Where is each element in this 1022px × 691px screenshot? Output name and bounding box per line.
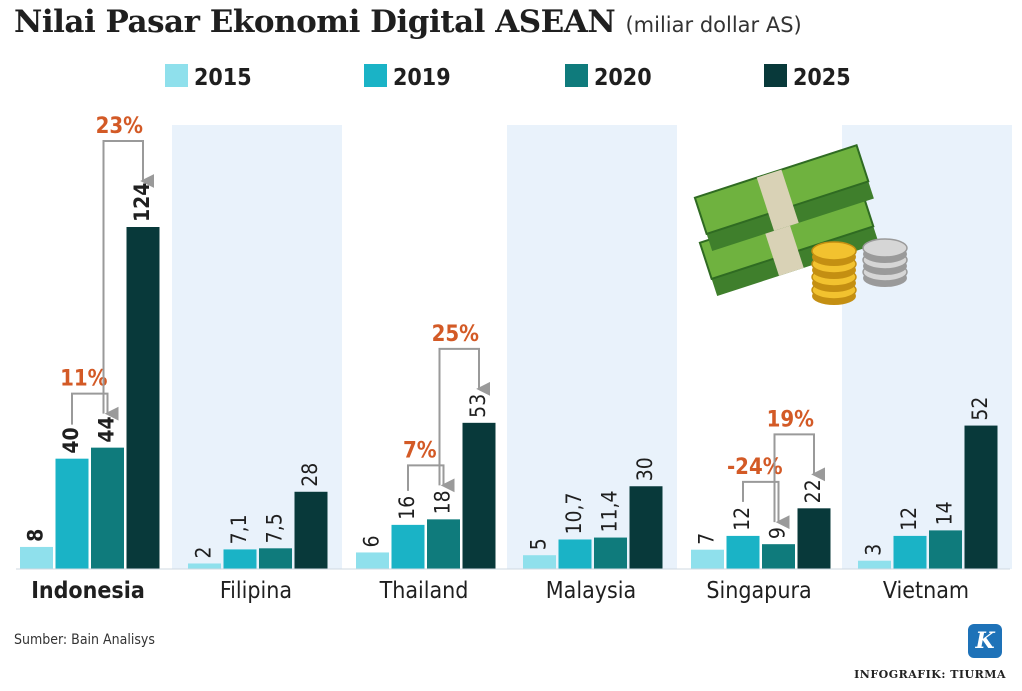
value-label-vietnam-2015: 3 [862, 544, 886, 556]
value-label-filipina-2015: 2 [192, 546, 216, 558]
value-label-thailand-2015: 6 [360, 535, 384, 547]
chart-title-text: Nilai Pasar Ekonomi Digital ASEAN [14, 4, 616, 40]
bar-singapura-2015 [691, 549, 724, 569]
chart: 2015 2019 2020 2025 8 40 44 124 Indonesia 2 7,1 7,5… [16, 64, 1012, 604]
value-label-vietnam-2025: 52 [968, 397, 992, 421]
value-label-malaysia-2020: 11,4 [598, 490, 622, 532]
growth-label-indonesia-2020-2025: 23% [96, 114, 144, 139]
value-label-malaysia-2019: 10,7 [562, 492, 586, 534]
value-label-thailand-2020: 18 [431, 490, 455, 514]
category-label-indonesia: Indonesia [31, 578, 145, 604]
growth-arrow-singapura-2020-2025 [773, 433, 826, 523]
source-note: Sumber: Bain Analisys [14, 632, 155, 648]
growth-label-thailand-2020-2025: 25% [432, 322, 480, 347]
bar-singapura-2025 [797, 508, 831, 569]
category-label-thailand: Thailand [379, 578, 469, 604]
silver-coin-3 [862, 238, 908, 258]
value-label-singapura-2019: 12 [730, 507, 754, 531]
infographic-credit: INFOGRAFIK: TIURMA [854, 668, 1006, 681]
chart-subtitle: (miliar dollar AS) [625, 13, 802, 37]
value-label-vietnam-2020: 14 [933, 501, 957, 525]
bar-malaysia-2019 [558, 539, 592, 569]
bar-indonesia-2019 [55, 458, 89, 569]
bar-malaysia-2015 [523, 555, 556, 569]
legend-swatch-2020 [565, 64, 588, 87]
growth-arrow-singapura-2019-2020 [742, 480, 790, 530]
value-label-indonesia-2015: 8 [24, 529, 48, 542]
bar-singapura-2019 [726, 535, 760, 569]
growth-label-indonesia-2019-2020: 11% [60, 367, 108, 392]
legend-label-2025: 2025 [793, 65, 851, 91]
value-label-singapura-2025: 22 [801, 479, 825, 503]
value-label-thailand-2019: 16 [395, 496, 419, 520]
value-label-indonesia-2020: 44 [95, 416, 119, 442]
legend-swatch-2025 [764, 64, 787, 87]
bar-malaysia-2020 [594, 537, 627, 569]
growth-label-singapura-2019-2020: -24% [727, 455, 783, 480]
cash-stack-top-band [756, 169, 799, 231]
gold-coin-4 [811, 241, 857, 261]
growth-arrow-thailand-2019-2020 [407, 464, 455, 493]
value-label-vietnam-2019: 12 [897, 507, 921, 531]
cash-stack-top [693, 143, 874, 251]
bar-indonesia-2025 [126, 227, 160, 569]
value-label-filipina-2020: 7,5 [263, 513, 287, 543]
bar-vietnam-2019 [893, 535, 927, 569]
chart-title: Nilai Pasar Ekonomi Digital ASEAN (milia… [14, 4, 802, 40]
growth-arrow-indonesia-2020-2025 [102, 140, 155, 414]
category-label-malaysia: Malaysia [546, 578, 636, 604]
value-label-indonesia-2019: 40 [59, 427, 83, 453]
bar-indonesia-2020 [91, 447, 124, 569]
value-label-singapura-2020: 9 [766, 527, 790, 539]
value-label-malaysia-2025: 30 [633, 457, 657, 481]
growth-arrow-indonesia-2019-2020 [71, 392, 119, 425]
legend-label-2015: 2015 [194, 65, 252, 91]
legend-swatch-2019 [364, 64, 387, 87]
money-illustration [693, 143, 908, 305]
growth-label-thailand-2019-2020: 7% [403, 438, 437, 463]
bar-malaysia-2025 [629, 486, 663, 569]
bar-filipina-2015 [188, 563, 221, 569]
bar-vietnam-2020 [929, 530, 962, 569]
bar-vietnam-2015 [858, 560, 891, 569]
value-label-malaysia-2015: 5 [527, 538, 551, 550]
bar-thailand-2015 [356, 552, 389, 569]
category-label-filipina: Filipina [220, 578, 292, 604]
bar-vietnam-2025 [964, 425, 998, 569]
bar-filipina-2019 [223, 549, 257, 569]
value-label-thailand-2025: 53 [466, 394, 490, 418]
bar-filipina-2025 [294, 491, 328, 569]
value-label-filipina-2019: 7,1 [227, 514, 251, 544]
legend-label-2019: 2019 [393, 65, 451, 91]
bar-indonesia-2015 [20, 546, 53, 569]
growth-arrow-thailand-2020-2025 [438, 347, 491, 486]
legend-label-2020: 2020 [594, 65, 652, 91]
value-label-filipina-2025: 28 [298, 463, 322, 487]
bar-thailand-2020 [427, 519, 460, 569]
value-label-indonesia-2025: 124 [130, 183, 154, 222]
growth-label-singapura-2020-2025: 19% [767, 407, 815, 432]
bar-singapura-2020 [762, 544, 795, 569]
kompas-logo: K [968, 624, 1002, 658]
bar-thailand-2019 [391, 524, 425, 569]
legend-swatch-2015 [165, 64, 188, 87]
bar-filipina-2020 [259, 548, 292, 569]
category-label-singapura: Singapura [706, 578, 811, 604]
bar-thailand-2025 [462, 422, 496, 569]
value-label-singapura-2015: 7 [695, 533, 719, 545]
category-label-vietnam: Vietnam [883, 578, 969, 604]
